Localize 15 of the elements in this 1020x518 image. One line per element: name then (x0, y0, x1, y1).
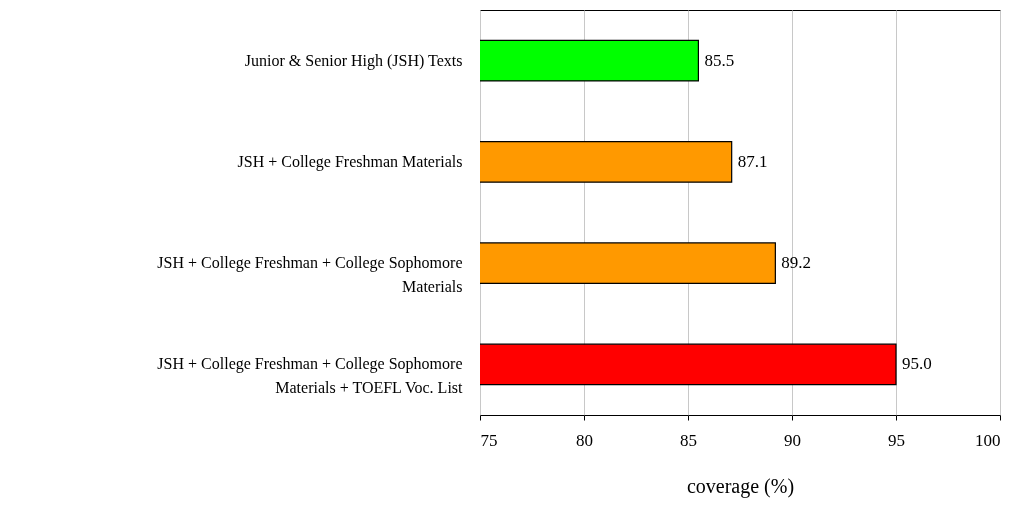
data-label: 87.1 (737, 151, 768, 171)
data-label: 89.2 (781, 253, 812, 273)
data-label: 85.5 (704, 50, 735, 70)
x-tick-label: 95 (888, 430, 905, 450)
x-tick-label: 75 (480, 430, 498, 450)
data-label: 95.0 (902, 354, 932, 374)
y-tick-label: JSH + College Freshman Materials (237, 152, 463, 171)
x-axis-title: coverage (%) (686, 474, 795, 498)
y-tick-label: JSH + College Freshman + College Sophomore Materials + TOEFL Voc. List (157, 355, 464, 397)
x-tick-label: 80 (576, 430, 593, 450)
x-tick-label: 100 (975, 430, 1001, 450)
y-tick-label: JSH + College Freshman + College Sophomore Materials (157, 254, 463, 296)
x-tick-label: 85 (680, 430, 697, 450)
y-tick-label: Junior & Senior High (JSH) Texts (244, 51, 463, 70)
x-tick-label: 90 (784, 430, 801, 450)
